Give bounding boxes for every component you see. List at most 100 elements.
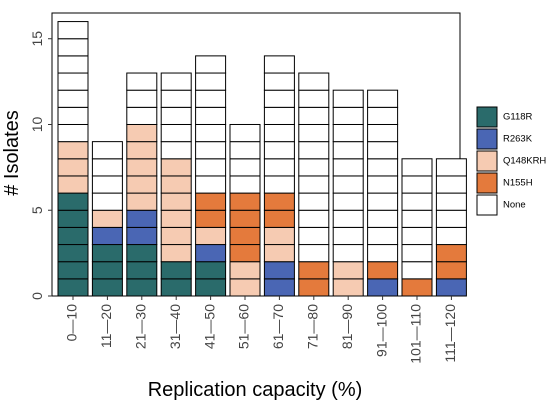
bar-block-none (195, 89, 227, 108)
bar-block-q148krh (229, 261, 261, 280)
bar-block-g118r (160, 261, 192, 280)
bar-block-none (57, 106, 89, 125)
bar-block-none (435, 226, 467, 246)
bar-block-r263k (126, 209, 158, 228)
legend-swatch-n155h (476, 172, 498, 194)
bar-block-none (332, 226, 364, 246)
legend-label: Q148KRH (503, 156, 546, 167)
x-tick-label: 71—80 (305, 304, 321, 349)
bar-block-none (332, 192, 364, 211)
bar-block-none (195, 175, 227, 194)
bar-block-none (298, 175, 330, 194)
bar-block-none (263, 72, 295, 91)
bar-block-none (57, 123, 89, 143)
bar-block-none (263, 175, 295, 194)
bar-block-n155h (229, 192, 261, 211)
bar-block-none (332, 175, 364, 194)
x-tick-label: 61—70 (270, 304, 286, 349)
bar-block-none (367, 89, 399, 108)
bar-block-none (367, 106, 399, 125)
y-tick-label: 0 (29, 292, 45, 300)
bar-block-g118r (126, 244, 158, 263)
bar-block-none (126, 106, 158, 125)
bar-block-r263k (263, 278, 295, 297)
bar-block-n155h (195, 209, 227, 228)
bar-block-none (195, 123, 227, 143)
bar-block-none (401, 261, 433, 280)
bar-block-n155h (401, 278, 433, 297)
bar-block-none (367, 226, 399, 246)
x-tick-label: 101—110 (408, 304, 424, 364)
bar-block-none (298, 226, 330, 246)
bar-block-g118r (126, 278, 158, 297)
bar-block-none (332, 244, 364, 263)
bar-block-none (229, 123, 261, 143)
bar-block-none (229, 175, 261, 194)
bar-block-q148krh (160, 244, 192, 263)
bar-block-none (91, 175, 123, 194)
bar-block-none (401, 158, 433, 177)
y-tick-label: 15 (29, 31, 45, 47)
bar-block-none (298, 123, 330, 143)
legend-label: R263K (503, 134, 533, 145)
y-tick-label: 10 (29, 116, 45, 132)
bar-block-none (367, 123, 399, 143)
bar-block-none (367, 158, 399, 177)
x-tick-label: 111—120 (442, 304, 458, 363)
bar-block-r263k (367, 278, 399, 297)
bar-block-g118r (91, 261, 123, 280)
bar-block-r263k (263, 261, 295, 280)
x-tick-label: 91—100 (373, 304, 389, 357)
bar-block-g118r (195, 278, 227, 297)
bar-block-none (332, 141, 364, 160)
legend-swatch-g118r (476, 106, 498, 128)
bar-block-none (160, 141, 192, 160)
bar-block-none (401, 244, 433, 263)
bar-block-none (229, 141, 261, 160)
bar-block-none (229, 158, 261, 177)
bar-block-none (367, 175, 399, 194)
bar-block-none (263, 123, 295, 143)
bar-block-none (401, 226, 433, 246)
bar-block-q148krh (57, 141, 89, 160)
bar-block-none (435, 209, 467, 228)
legend-swatch-r263k (476, 128, 498, 150)
bar-block-q148krh (126, 123, 158, 143)
bar-block-none (195, 106, 227, 125)
bar-block-q148krh (126, 175, 158, 194)
legend-swatch-none (476, 194, 498, 216)
x-tick-label: 0—10 (64, 304, 80, 342)
bar-block-g118r (126, 261, 158, 280)
bar-block-n155h (298, 278, 330, 297)
x-tick-label: 21—30 (133, 304, 149, 349)
bar-block-g118r (57, 226, 89, 246)
bar-block-q148krh (57, 175, 89, 194)
bar-block-none (263, 141, 295, 160)
bar-block-none (57, 21, 89, 40)
legend-label: N155H (503, 178, 533, 189)
bar-block-none (332, 106, 364, 125)
bar-block-none (298, 158, 330, 177)
bar-block-none (435, 158, 467, 177)
bar-block-none (435, 192, 467, 211)
legend-label: G118R (503, 112, 533, 123)
y-tick-label: 5 (29, 206, 45, 214)
bar-block-none (298, 106, 330, 125)
bar-block-q148krh (263, 244, 295, 263)
bar-block-g118r (57, 209, 89, 228)
bar-block-r263k (126, 226, 158, 246)
bar-block-n155h (367, 261, 399, 280)
bar-block-none (367, 244, 399, 263)
bar-block-none (263, 158, 295, 177)
bar-block-none (160, 89, 192, 108)
bar-block-q148krh (332, 261, 364, 280)
bar-block-none (332, 209, 364, 228)
bar-block-g118r (57, 278, 89, 297)
bar-block-none (57, 38, 89, 57)
bar-block-q148krh (126, 192, 158, 211)
bar-block-q148krh (263, 226, 295, 246)
x-tick-label: 31—40 (167, 304, 183, 349)
x-tick-label: 51—60 (236, 304, 252, 349)
bar-block-none (298, 89, 330, 108)
